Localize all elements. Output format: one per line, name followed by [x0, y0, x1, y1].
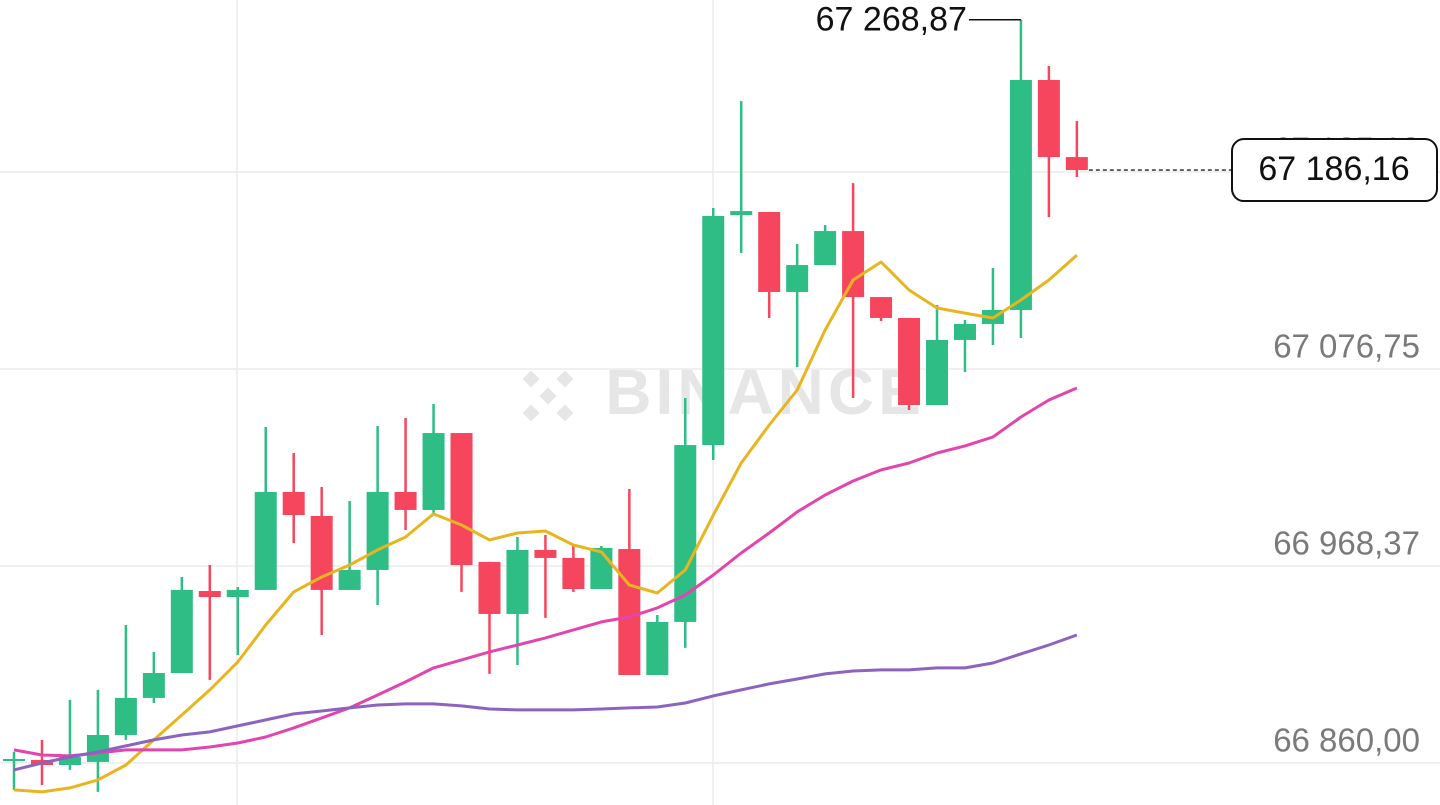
candle-body [730, 211, 753, 216]
candle-body [506, 549, 529, 614]
candle-body [562, 557, 585, 590]
candle-body [618, 549, 641, 676]
moving-average-line [13, 633, 1078, 772]
candle-body [758, 211, 781, 292]
candle-body [674, 445, 697, 622]
candle-body [422, 433, 445, 510]
candle-body [953, 323, 976, 340]
candle-body [534, 549, 557, 558]
candle-body [310, 515, 333, 590]
moving-average-line [13, 253, 1078, 794]
candle-body [58, 757, 81, 766]
last-price-label: 67 186,16 [1258, 150, 1409, 188]
candle-body [254, 491, 277, 590]
candle-body [86, 735, 109, 762]
y-tick-label: 67 076,75 [1273, 328, 1420, 365]
candle-body [394, 491, 417, 510]
y-tick-label: 66 968,37 [1273, 525, 1420, 562]
candle-body [1037, 79, 1060, 158]
candle-body [702, 215, 725, 446]
candle-body [198, 591, 221, 598]
candle-body [366, 491, 389, 570]
candle-body [338, 569, 361, 590]
candle-body [870, 297, 893, 318]
candle-body [842, 231, 865, 298]
candle-body [282, 491, 305, 516]
last-price-box [1231, 138, 1438, 203]
candle-body [1009, 79, 1032, 310]
candle-body [814, 231, 837, 266]
candle-body [170, 589, 193, 674]
candle-body [786, 265, 809, 292]
moving-average-line [13, 386, 1078, 758]
candle-body [142, 673, 165, 698]
candle-body [478, 561, 501, 614]
candle-body [3, 759, 25, 762]
annotations: 67 268,87 67 186,16 [816, 1, 1438, 203]
high-label: 67 268,87 [816, 1, 967, 39]
candle-body [1065, 157, 1088, 171]
candle-body [450, 433, 473, 566]
y-tick-label: 66 860,00 [1273, 722, 1420, 759]
candle-body [114, 697, 137, 736]
plot [3, 19, 1088, 794]
candle-body [898, 317, 921, 406]
candle-body [226, 589, 249, 598]
candle-body [926, 339, 949, 406]
watermark: BINANCE [605, 356, 925, 428]
watermark-logo [522, 370, 574, 422]
candle-body [646, 621, 669, 676]
